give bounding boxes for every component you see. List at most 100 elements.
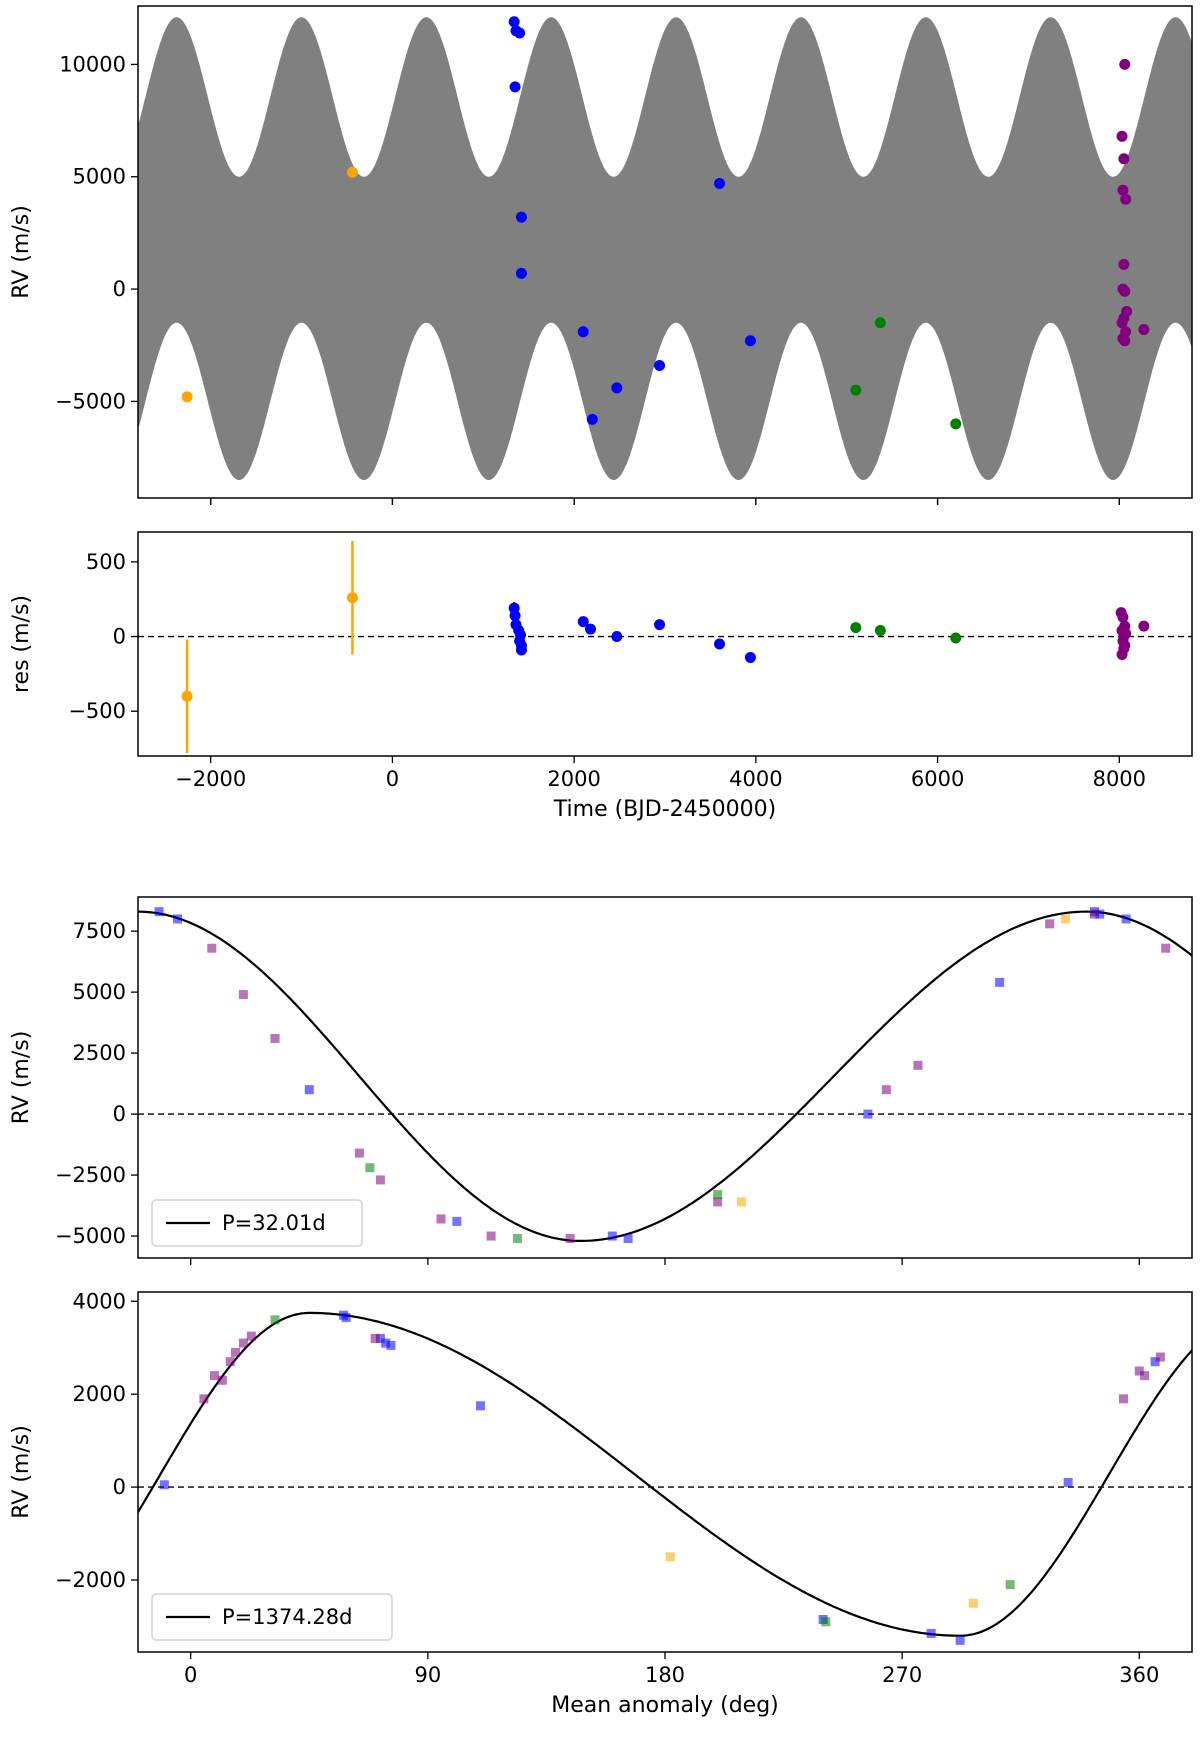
data-point (850, 384, 862, 396)
data-point (586, 413, 598, 425)
data-point (714, 177, 726, 189)
data-point (181, 391, 193, 403)
data-point (736, 1197, 746, 1207)
x-tick-label: 2000 (547, 767, 600, 791)
data-point (611, 631, 623, 643)
data-point (1116, 130, 1128, 142)
data-point (995, 977, 1005, 987)
y-tick-label: 0 (113, 1102, 126, 1126)
y-tick-label: −2500 (55, 1163, 126, 1187)
data-point (654, 359, 666, 371)
data-point (1138, 620, 1150, 632)
y-tick-label: 10000 (59, 52, 126, 76)
data-point (1045, 919, 1055, 929)
x-axis-label: Time (BJD-2450000) (553, 797, 776, 822)
data-point (209, 1371, 219, 1381)
data-point (515, 211, 527, 223)
data-point (1161, 943, 1171, 953)
legend-box (151, 1199, 363, 1247)
data-point (1116, 317, 1128, 329)
data-point (476, 1401, 486, 1411)
data-point (1118, 1394, 1128, 1404)
data-point (238, 990, 248, 1000)
x-tick-label: 90 (414, 1663, 441, 1687)
y-tick-label: 5000 (73, 980, 126, 1004)
legend-label: P=32.01d (222, 1211, 326, 1235)
data-point (370, 1333, 380, 1343)
y-tick-label: −5000 (55, 389, 126, 413)
x-tick-label: 0 (184, 1663, 197, 1687)
plot-area (138, 16, 1192, 480)
y-tick-label: 2000 (73, 1382, 126, 1406)
panel-phase-c: −2000 0 2000 4000 0 90 180 270 360 P=1374.28d (55, 1289, 1193, 1687)
data-point (509, 610, 521, 622)
data-point (1095, 909, 1105, 919)
data-point (713, 1197, 723, 1207)
data-point (1118, 153, 1130, 165)
data-point (863, 1109, 873, 1119)
y-axis-label: RV (m/s) (9, 1031, 34, 1125)
axes-frame (137, 531, 1193, 757)
data-point (154, 907, 164, 917)
data-point (346, 592, 358, 604)
data-point (1063, 1477, 1073, 1487)
data-point (607, 1231, 617, 1241)
plot-area (138, 1310, 1192, 1645)
data-point (1061, 914, 1071, 924)
panel-phase-b: −5000 −2500 0 2500 5000 7500 P=32.01d (55, 896, 1193, 1265)
x-tick-label: 0 (386, 767, 399, 791)
y-tick-label: 500 (86, 550, 126, 574)
data-point (436, 1214, 446, 1224)
data-point (913, 1060, 923, 1070)
data-point (1119, 285, 1131, 297)
data-point (874, 317, 886, 329)
legend-label: P=1374.28d (222, 1605, 352, 1629)
data-point (713, 1190, 723, 1200)
data-point (1117, 611, 1129, 623)
data-point (225, 1357, 235, 1367)
data-point (1121, 914, 1131, 924)
data-point (850, 622, 862, 634)
data-point (375, 1175, 385, 1185)
y-tick-label: 7500 (73, 919, 126, 943)
x-tick-label: 180 (645, 1663, 685, 1687)
data-point (926, 1628, 936, 1638)
data-point (611, 382, 623, 394)
data-point (577, 326, 589, 338)
data-point (270, 1033, 280, 1043)
data-point (881, 1085, 891, 1095)
data-point (365, 1163, 375, 1173)
y-axis-label: RV (m/s) (9, 1425, 34, 1519)
data-point (654, 619, 666, 631)
panel-residuals: −500 0 500 −2000 0 2000 4000 6000 8000 (68, 531, 1193, 791)
data-point (230, 1347, 240, 1357)
data-point (304, 1085, 314, 1095)
data-point (1119, 335, 1131, 347)
data-point (181, 690, 193, 702)
data-point (346, 166, 358, 178)
data-point (207, 943, 217, 953)
model-curve (138, 910, 1192, 1243)
x-tick-label: 6000 (911, 767, 964, 791)
data-point (950, 632, 962, 644)
panel-rv-time: −5000 0 5000 10000 (55, 5, 1193, 505)
data-point (821, 1617, 831, 1627)
data-point (565, 1233, 575, 1243)
data-point (375, 1333, 385, 1343)
plot-area (138, 907, 1192, 1243)
rv-model-band (138, 17, 1192, 480)
data-point (515, 267, 527, 279)
data-point (512, 1233, 522, 1243)
data-point (508, 16, 520, 28)
data-point (354, 1148, 364, 1158)
axes-frame (137, 5, 1193, 499)
y-tick-label: −5000 (55, 1224, 126, 1248)
y-tick-label: 2500 (73, 1041, 126, 1065)
data-point (246, 1331, 256, 1341)
data-point (1117, 184, 1129, 196)
data-point (584, 623, 596, 635)
x-tick-label: 360 (1119, 1663, 1159, 1687)
data-point (1138, 324, 1150, 336)
y-axis-label: RV (m/s) (9, 205, 34, 299)
